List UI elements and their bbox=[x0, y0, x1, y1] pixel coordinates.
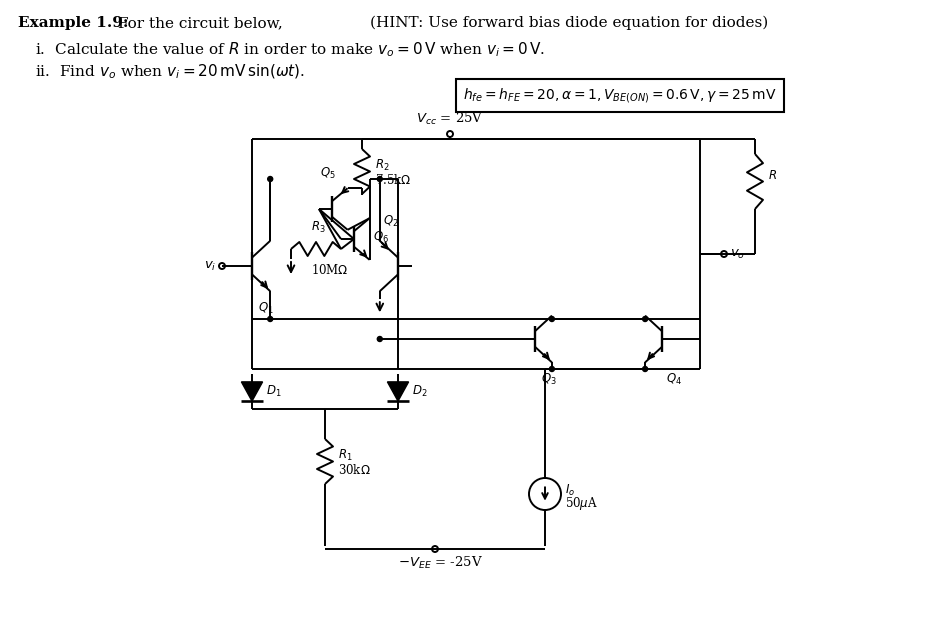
Text: 30k$\Omega$: 30k$\Omega$ bbox=[338, 462, 371, 477]
Text: i.  Calculate the value of $R$ in order to make $v_o = 0\,\mathrm{V}$ when $v_i : i. Calculate the value of $R$ in order t… bbox=[35, 40, 545, 59]
Text: Example 1.9:: Example 1.9: bbox=[18, 16, 129, 30]
Text: 50$\mu$A: 50$\mu$A bbox=[565, 495, 598, 512]
Text: $D_1$: $D_1$ bbox=[265, 384, 281, 399]
Circle shape bbox=[377, 336, 382, 341]
Circle shape bbox=[642, 366, 648, 371]
Text: $V_{cc}$ = 25V: $V_{cc}$ = 25V bbox=[416, 111, 484, 127]
Text: $Q_2$: $Q_2$ bbox=[383, 214, 399, 229]
Text: $D_2$: $D_2$ bbox=[412, 384, 427, 399]
Text: 7.5k$\Omega$: 7.5k$\Omega$ bbox=[375, 172, 412, 187]
Polygon shape bbox=[241, 382, 262, 401]
Circle shape bbox=[550, 316, 554, 321]
Circle shape bbox=[550, 366, 554, 371]
Text: $R_1$: $R_1$ bbox=[338, 448, 352, 463]
Text: ii.  Find $v_o$ when $v_i = 20\,\mathrm{mV}\,\sin(\omega t)$.: ii. Find $v_o$ when $v_i = 20\,\mathrm{m… bbox=[35, 63, 305, 81]
Text: $Q_3$: $Q_3$ bbox=[541, 371, 557, 387]
Polygon shape bbox=[387, 382, 409, 401]
Text: For the circuit below,: For the circuit below, bbox=[118, 16, 283, 30]
Text: $I_o$: $I_o$ bbox=[565, 482, 575, 497]
Text: $Q_1$: $Q_1$ bbox=[258, 301, 273, 316]
Text: $v_i$: $v_i$ bbox=[204, 260, 216, 273]
Text: $h_{fe} = h_{FE} = 20, \alpha = 1, V_{BE(ON)} = 0.6\,\mathrm{V}, \gamma = 25\,\m: $h_{fe} = h_{FE} = 20, \alpha = 1, V_{BE… bbox=[463, 86, 777, 105]
Text: $R$: $R$ bbox=[768, 169, 777, 182]
Text: 10M$\Omega$: 10M$\Omega$ bbox=[311, 263, 349, 277]
Text: $Q_4$: $Q_4$ bbox=[666, 371, 682, 387]
Text: $R_2$: $R_2$ bbox=[375, 158, 389, 173]
Circle shape bbox=[642, 316, 648, 321]
Circle shape bbox=[268, 316, 273, 321]
Circle shape bbox=[377, 177, 382, 182]
Text: $Q_6$: $Q_6$ bbox=[374, 230, 389, 245]
Text: $v_o$: $v_o$ bbox=[730, 248, 745, 261]
Circle shape bbox=[268, 177, 273, 182]
Text: $R_3$: $R_3$ bbox=[311, 220, 325, 235]
Text: (HINT: Use forward bias diode equation for diodes): (HINT: Use forward bias diode equation f… bbox=[370, 16, 768, 31]
Text: $-V_{EE}$ = -25V: $-V_{EE}$ = -25V bbox=[398, 555, 482, 571]
Text: $Q_5$: $Q_5$ bbox=[320, 166, 336, 181]
